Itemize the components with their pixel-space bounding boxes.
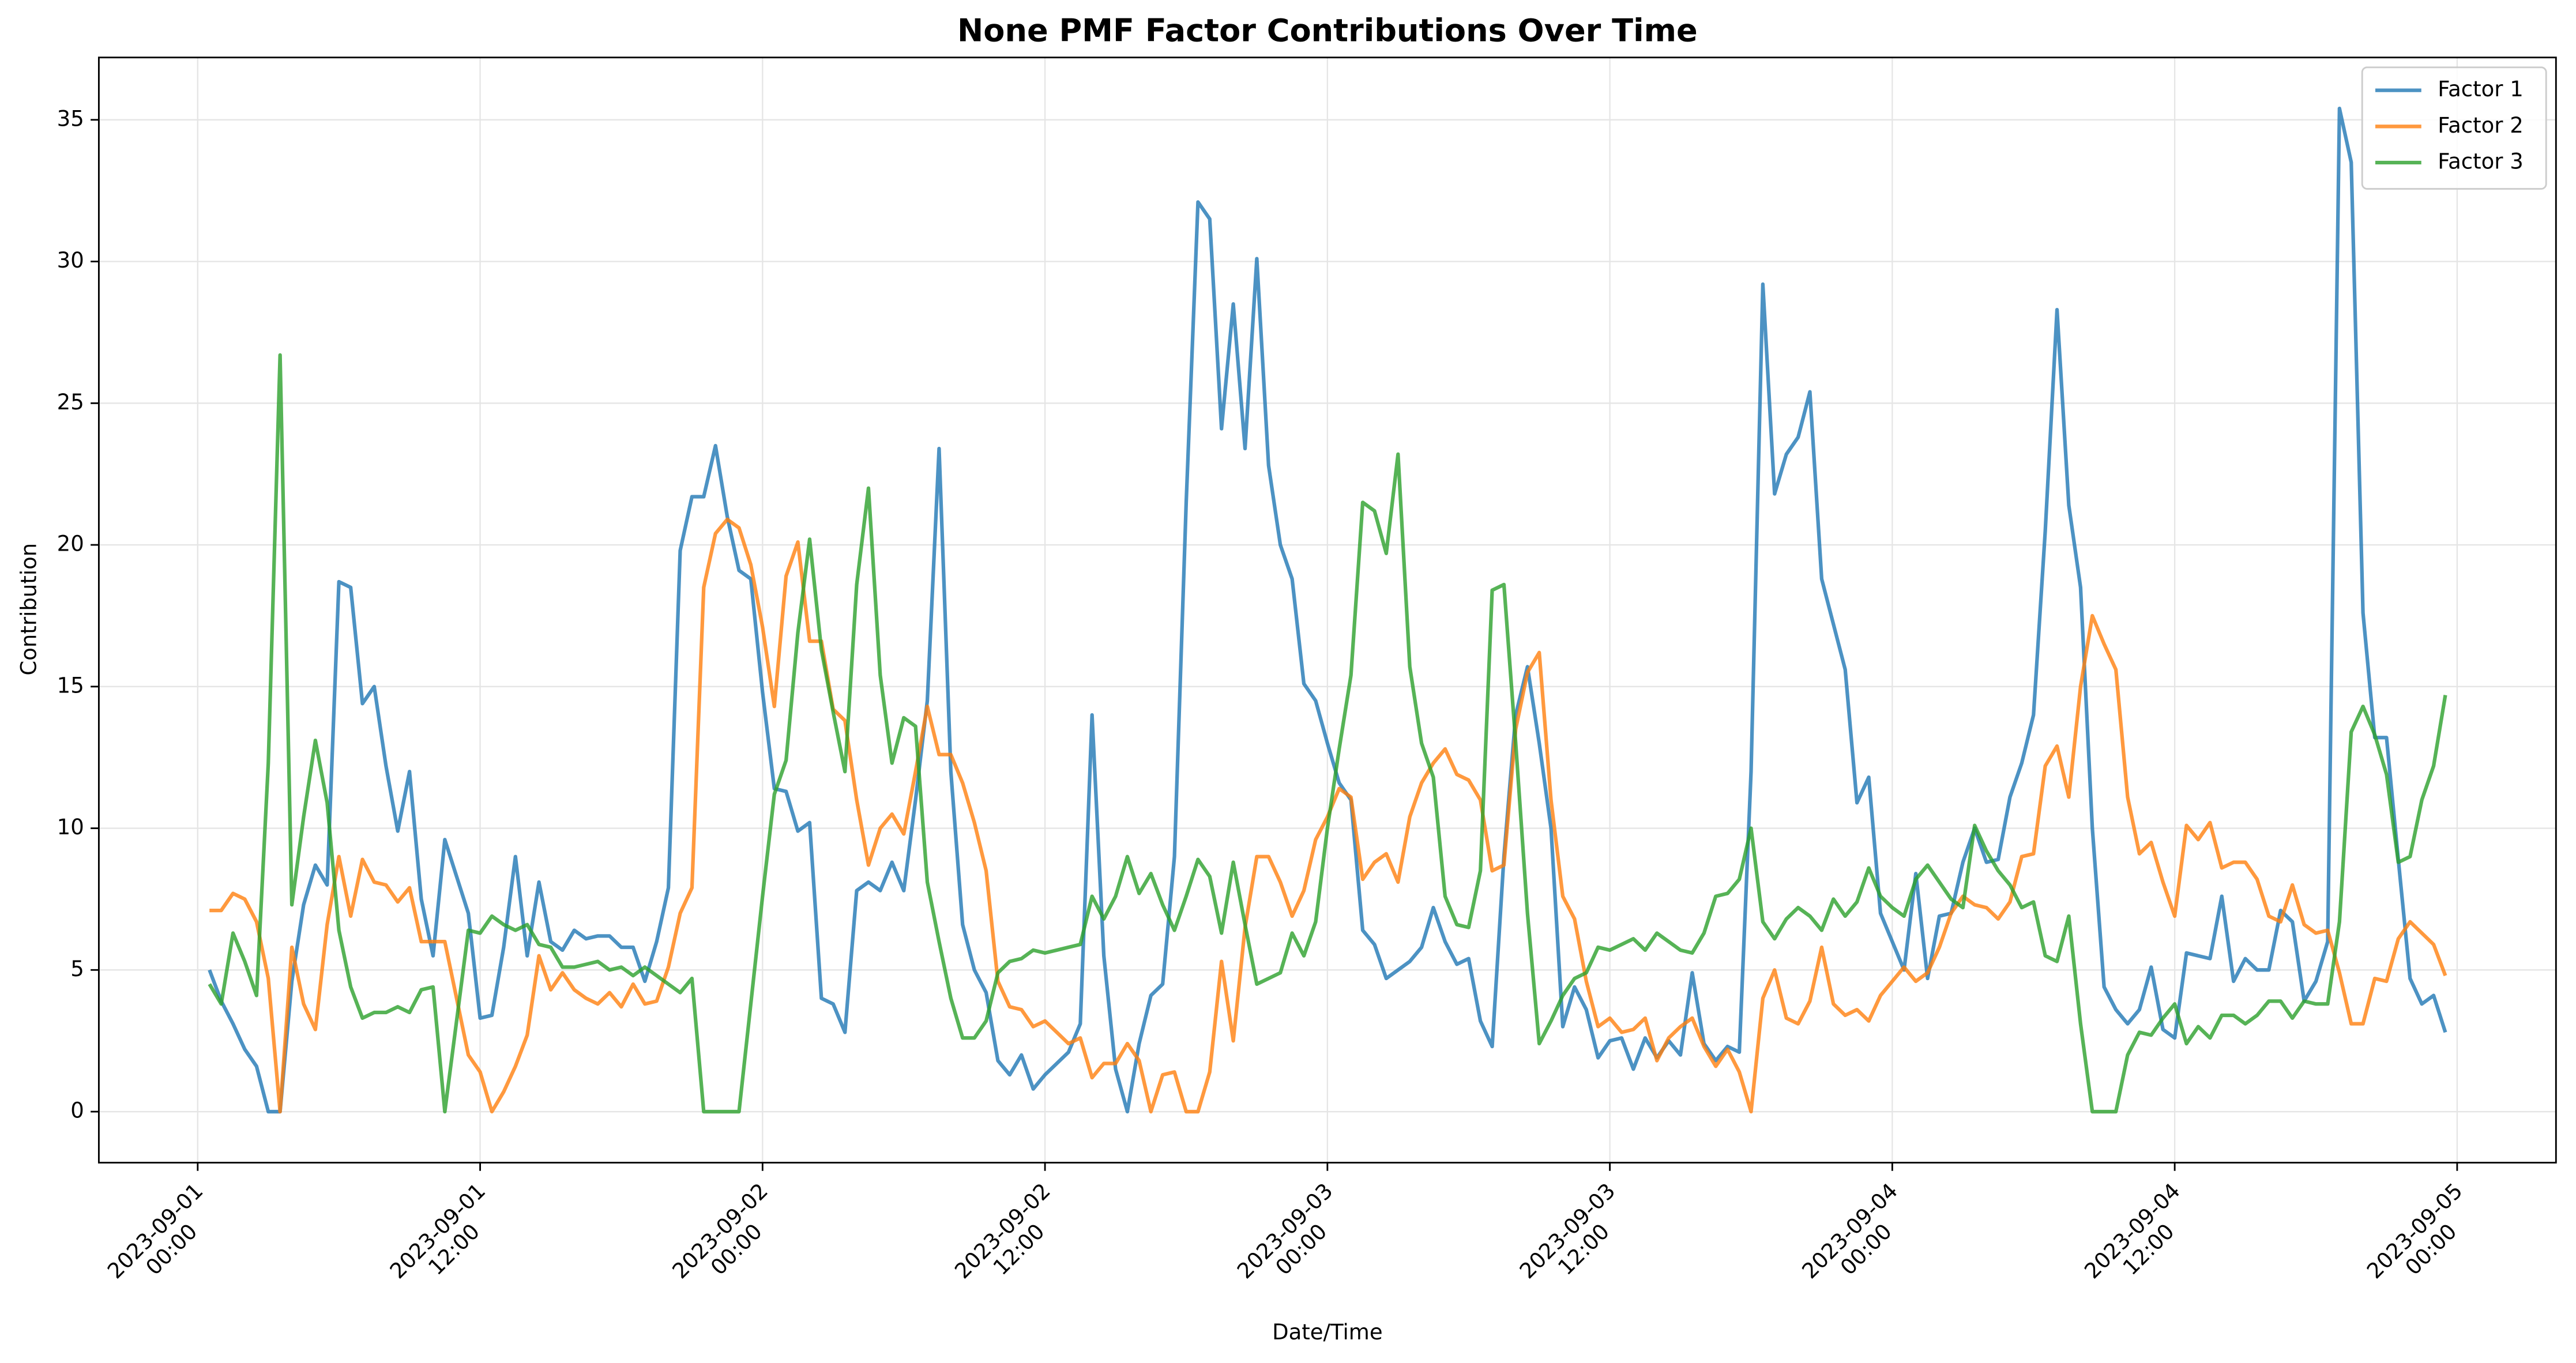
legend-box <box>2361 66 2547 190</box>
y-axis-label: Contribution <box>16 543 41 676</box>
grid <box>99 57 2556 1163</box>
plot-lines <box>208 107 2447 1114</box>
y-tick-label: 10 <box>57 815 84 839</box>
y-tick-label: 30 <box>57 248 84 273</box>
y-tick-label: 25 <box>57 390 84 415</box>
y-tick-label: 20 <box>57 532 84 556</box>
y-tick-label: 35 <box>57 106 84 131</box>
y-tick-label: 15 <box>57 673 84 698</box>
series-line <box>208 353 2447 1114</box>
chart-title: None PMF Factor Contributions Over Time <box>957 13 1698 49</box>
y-tick-label: 0 <box>70 1098 84 1123</box>
legend-label: Factor 3 <box>2438 149 2524 174</box>
x-axis-label: Date/Time <box>1272 1320 1383 1345</box>
legend: Factor 1 Factor 2 Factor 3 <box>2361 66 2547 190</box>
y-tick-label: 5 <box>70 957 84 981</box>
series-line <box>208 107 2447 1114</box>
legend-label: Factor 2 <box>2438 113 2524 138</box>
legend-label: Factor 1 <box>2438 77 2524 101</box>
